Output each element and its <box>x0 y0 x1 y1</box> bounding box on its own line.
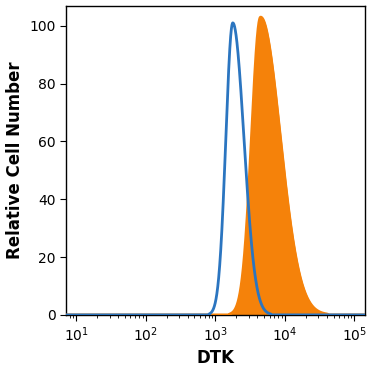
Y-axis label: Relative Cell Number: Relative Cell Number <box>6 62 23 259</box>
X-axis label: DTK: DTK <box>197 350 234 367</box>
